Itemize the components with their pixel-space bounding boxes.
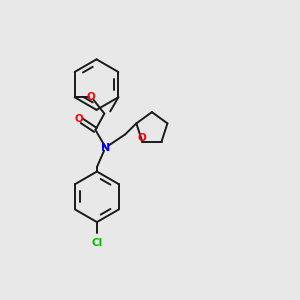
Text: O: O bbox=[75, 114, 83, 124]
Text: N: N bbox=[101, 143, 110, 153]
Text: O: O bbox=[87, 92, 95, 102]
Text: O: O bbox=[137, 133, 146, 142]
Text: Cl: Cl bbox=[91, 238, 103, 248]
